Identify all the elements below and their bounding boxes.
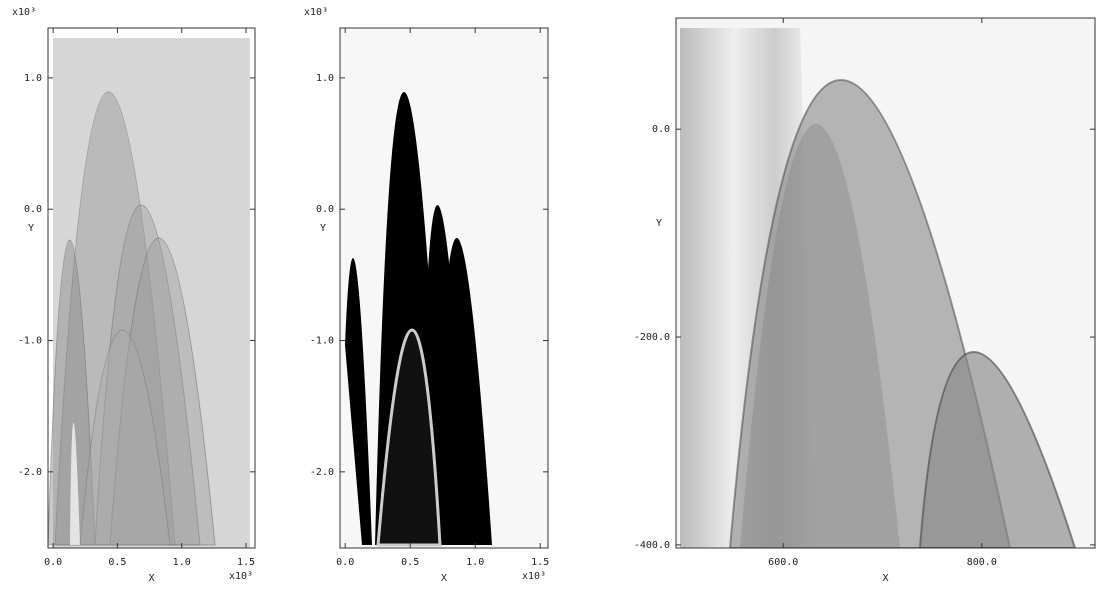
y-scale-label: x10³ [12,7,36,18]
density-image [48,38,250,548]
y-tick-label: -1.0 [310,336,334,347]
y-scale-label: x10³ [304,7,328,18]
x-axis-label: X [441,573,447,584]
x-tick-label: 0.0 [44,557,62,568]
x-tick-label: 800.0 [967,557,997,568]
x-tick-label: 1.5 [237,557,255,568]
x-tick-label: 1.5 [531,557,549,568]
x-tick-label: 1.0 [466,557,484,568]
figure: 0.0 0.5 1.0 1.5 1.0 0.0 -1.0 -2.0 X Yx10³ x10³ 0.0 0… [0,0,1096,596]
y-tick-label: 1.0 [316,73,334,84]
x-scale-label: x10³ [229,571,253,582]
x-axis-label: X [148,573,154,584]
x-tick-label: 1.0 [173,557,191,568]
y-tick-label: -1.0 [18,336,42,347]
x-tick-label: 600.0 [768,557,798,568]
y-tick-label: -2.0 [310,467,334,478]
y-tick-label: 1.0 [24,73,42,84]
x-axis-label: X [882,573,888,584]
y-tick-label: 0.0 [316,204,334,215]
y-tick-label: -200.0 [634,332,670,343]
y-axis-label: Y [656,218,662,229]
density-image [340,28,548,548]
y-tick-label: -400.0 [634,540,670,551]
y-tick-label: 0.0 [24,204,42,215]
x-tick-label: 0.0 [336,557,354,568]
density-image [676,18,1096,548]
x-tick-label: 0.5 [401,557,419,568]
x-tick-label: 0.5 [108,557,126,568]
y-tick-label: -2.0 [18,467,42,478]
y-tick-label: 0.0 [652,124,670,135]
x-scale-label: x10³ [522,571,546,582]
y-axis-label: Y [28,223,34,234]
y-axis-label: Y [320,223,326,234]
